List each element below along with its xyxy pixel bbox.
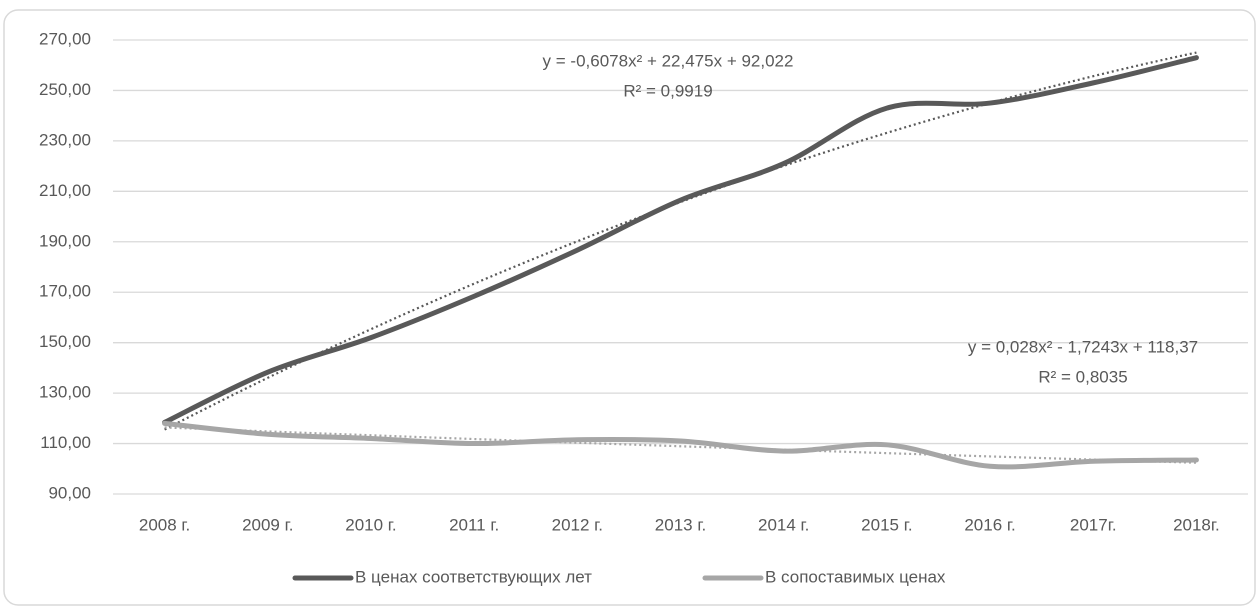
x-tick-label: 2017г.: [1070, 515, 1117, 534]
y-tick-label: 270,00: [39, 29, 91, 48]
y-tick-label: 130,00: [39, 383, 91, 402]
trend-equation: y = 0,028x² - 1,7243x + 118,37: [968, 337, 1198, 356]
x-tick-label: 2012 г.: [552, 515, 603, 534]
y-tick-label: 150,00: [39, 332, 91, 351]
trendline: [164, 426, 1197, 464]
x-tick-label: 2013 г.: [655, 515, 706, 534]
x-tick-label: 2008 г.: [139, 515, 190, 534]
x-tick-label: 2015 г.: [861, 515, 912, 534]
y-tick-label: 110,00: [40, 433, 91, 452]
trendline: [164, 51, 1197, 431]
y-tick-label: 190,00: [39, 231, 91, 250]
x-tick-label: 2016 г.: [964, 515, 1015, 534]
legend-label: В сопоставимых ценах: [765, 567, 946, 586]
y-tick-label: 90,00: [48, 483, 91, 502]
legend-label: В ценах соответствующих лет: [355, 567, 592, 586]
y-tick-label: 210,00: [39, 181, 91, 200]
x-tick-label: 2014 г.: [758, 515, 809, 534]
trend-r2: R² = 0,8035: [1038, 367, 1127, 386]
trend-equation: y = -0,6078x² + 22,475x + 92,022: [543, 51, 794, 70]
y-tick-label: 230,00: [39, 130, 91, 149]
y-tick-label: 250,00: [39, 80, 91, 99]
x-tick-label: 2011 г.: [449, 515, 499, 534]
trend-r2: R² = 0,9919: [623, 81, 712, 100]
x-tick-label: 2018г.: [1173, 515, 1220, 534]
x-tick-label: 2009 г.: [242, 515, 293, 534]
x-tick-label: 2010 г.: [345, 515, 396, 534]
series-line: [162, 420, 1199, 470]
y-tick-label: 170,00: [39, 282, 91, 301]
series-line: [162, 55, 1199, 425]
